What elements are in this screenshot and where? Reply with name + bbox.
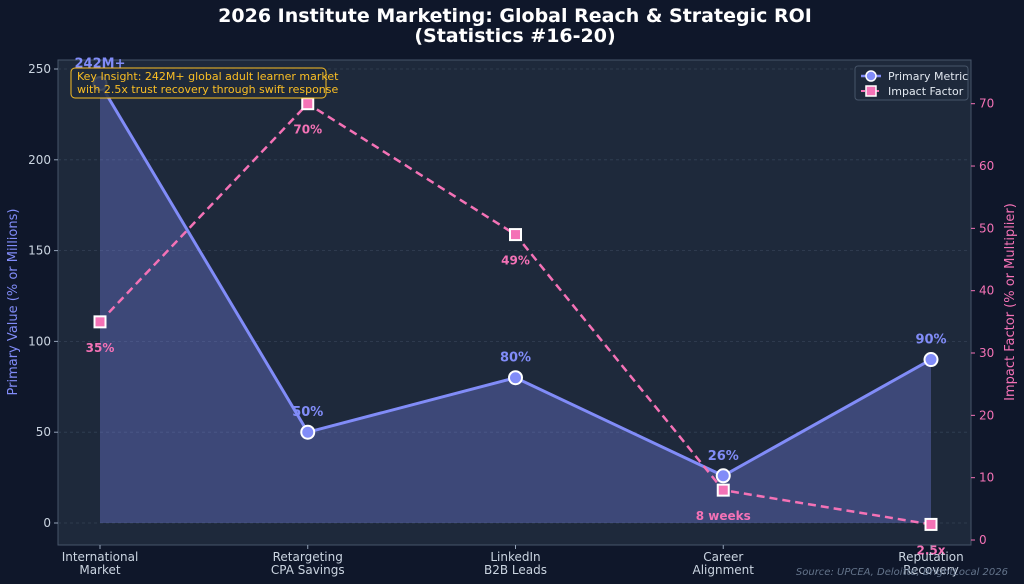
primary-point-4 [923, 352, 939, 368]
left-tick-label-200: 200 [28, 153, 51, 167]
legend-impact-marker [865, 85, 877, 97]
source-note: Source: UPCEA, Deloitte, BrightLocal 202… [796, 567, 1008, 578]
x-tick-label-4: Reputation Recovery [898, 550, 963, 577]
right-tick-label-0: 0 [979, 533, 987, 547]
impact-data-label-2: 49% [501, 254, 530, 268]
impact-point-3 [716, 483, 730, 497]
x-tick-label-0: International Market [62, 550, 139, 577]
primary-data-label-2: 80% [500, 351, 531, 366]
impact-point-1 [301, 97, 315, 111]
primary-data-label-4: 90% [915, 333, 946, 348]
x-tick-label-3: Career Alignment [693, 550, 755, 577]
right-tick-label-40: 40 [979, 284, 994, 298]
x-tick-label-2: LinkedIn B2B Leads [484, 550, 547, 577]
primary-point-2 [508, 370, 523, 386]
legend-primary-marker [865, 70, 877, 82]
primary-area-fill [100, 83, 931, 523]
chart-title-line-1: 2026 Institute Marketing: Global Reach &… [218, 5, 812, 27]
y-axis-label-left: Primary Value (% or Millions) [6, 209, 21, 396]
primary-data-label-3: 26% [708, 449, 739, 464]
left-tick-label-100: 100 [28, 334, 51, 348]
key-insight-box: Key Insight: 242M+ global adult learner … [70, 67, 339, 99]
legend: Primary Metric Impact Factor [854, 65, 969, 101]
impact-point-4 [924, 517, 938, 531]
chart-title-line-2: (Statistics #16-20) [414, 25, 615, 47]
insight-line-2: with 2.5x trust recovery through swift r… [77, 83, 338, 96]
left-tick-label-50: 50 [36, 425, 51, 439]
primary-data-label-1: 50% [292, 405, 323, 420]
primary-point-3 [715, 468, 731, 484]
plot-area [57, 59, 972, 546]
left-tick-label-150: 150 [28, 244, 51, 258]
right-tick-label-10: 10 [979, 471, 994, 485]
y-axis-label-right: Impact Factor (% or Multiplier) [1003, 203, 1018, 401]
primary-point-1 [300, 424, 316, 440]
right-tick-label-20: 20 [979, 408, 994, 422]
impact-data-label-4: 2.5x [917, 543, 946, 557]
legend-impact-label: Impact Factor [888, 85, 964, 98]
right-tick-label-30: 30 [979, 346, 994, 360]
axis-ticks: 0 50 100 150 200 250 0 10 20 30 40 50 60 70 Internatio… [28, 62, 994, 577]
impact-data-label-1: 70% [293, 123, 322, 137]
impact-data-label-0: 35% [86, 341, 115, 355]
impact-point-2 [509, 228, 522, 242]
right-tick-label-60: 60 [979, 159, 994, 173]
legend-primary-label: Primary Metric [888, 70, 968, 83]
impact-data-label-3: 8 weeks [696, 509, 751, 523]
primary-area [100, 83, 931, 523]
impact-point-0 [93, 315, 107, 329]
right-tick-label-70: 70 [979, 97, 994, 111]
left-tick-label-250: 250 [28, 62, 51, 76]
left-tick-label-0: 0 [43, 516, 51, 530]
right-tick-label-50: 50 [979, 221, 994, 235]
insight-line-1: Key Insight: 242M+ global adult learner … [77, 70, 339, 83]
x-tick-label-1: Retargeting CPA Savings [271, 550, 345, 577]
